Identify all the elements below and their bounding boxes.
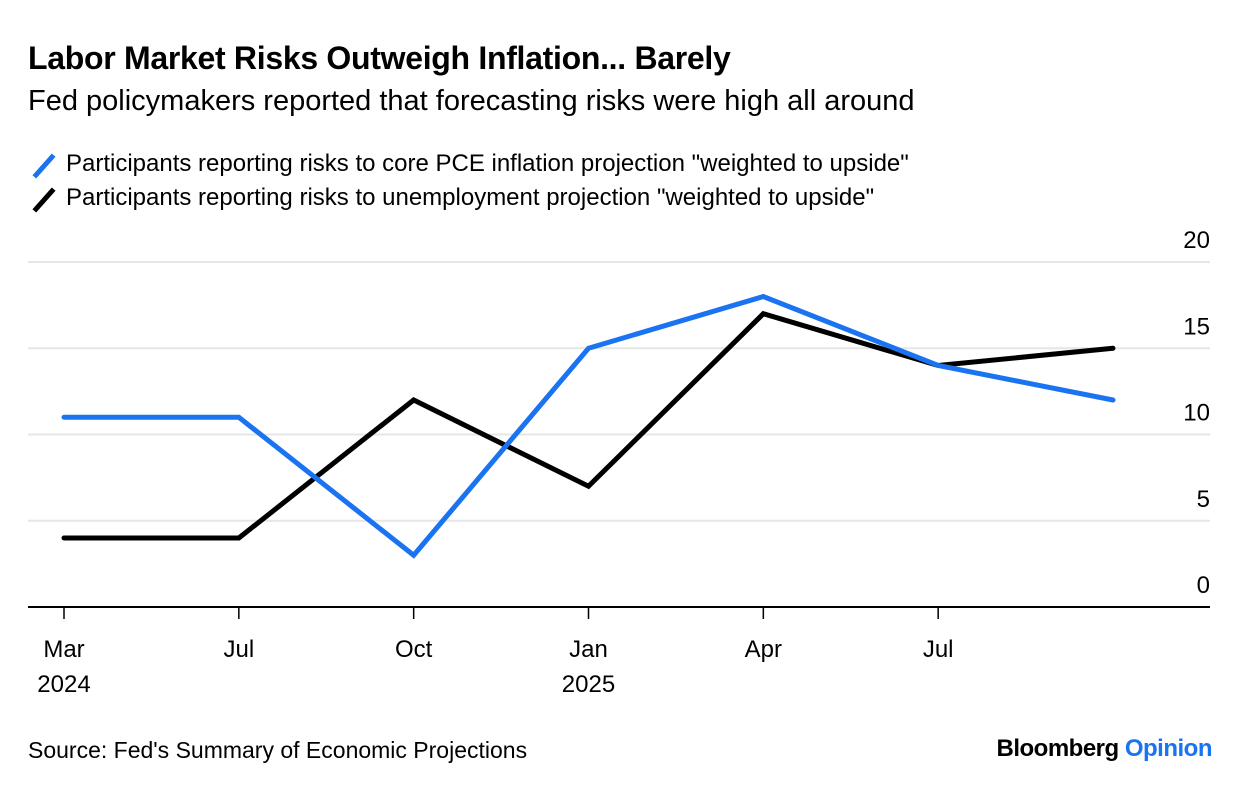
legend-swatch-inflation-icon <box>28 149 66 179</box>
y-tick-label: 20 <box>1183 227 1210 254</box>
y-tick-label: 15 <box>1183 313 1210 340</box>
x-tick-label: Oct <box>395 636 433 663</box>
y-tick-label: 5 <box>1197 486 1210 513</box>
x-tick-sublabel: 2025 <box>562 671 615 698</box>
x-tick-label: Mar <box>43 636 84 663</box>
x-tick-label: Jul <box>923 636 954 663</box>
chart-title: Labor Market Risks Outweigh Inflation...… <box>28 40 731 76</box>
x-tick-label: Jan <box>569 636 608 663</box>
brand-logo: Bloomberg Opinion <box>997 735 1213 763</box>
series-line-inflation <box>61 293 1116 559</box>
x-tick-label: Jul <box>223 636 254 663</box>
legend-label-inflation: Participants reporting risks to core PCE… <box>66 150 909 177</box>
brand-accent: Opinion <box>1124 735 1213 762</box>
x-tick-sublabel: 2024 <box>37 671 90 698</box>
source-note: Source: Fed's Summary of Economic Projec… <box>28 737 528 763</box>
chart-subtitle: Fed policymakers reported that forecasti… <box>28 85 915 117</box>
brand-main: Bloomberg <box>996 735 1120 762</box>
legend-item-inflation: Participants reporting risks to core PCE… <box>28 147 909 181</box>
y-tick-label: 0 <box>1197 572 1210 599</box>
legend-item-unemployment: Participants reporting risks to unemploy… <box>28 181 909 215</box>
y-tick-label: 10 <box>1183 400 1210 427</box>
legend-label-unemployment: Participants reporting risks to unemploy… <box>66 184 875 211</box>
legend: Participants reporting risks to core PCE… <box>28 147 909 215</box>
x-tick-label: Apr <box>745 636 782 663</box>
legend-swatch-unemployment-icon <box>28 183 66 213</box>
